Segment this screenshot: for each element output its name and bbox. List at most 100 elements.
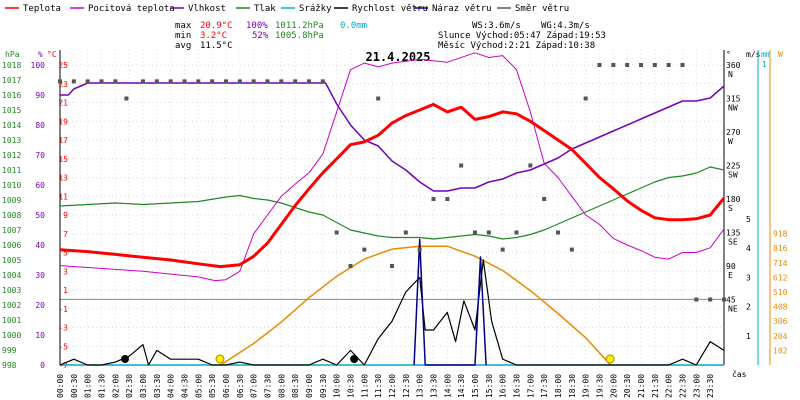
mm-axis-title: mm bbox=[761, 50, 771, 59]
dir-tick-name: W bbox=[728, 137, 733, 146]
hpa-tick-label: 999 bbox=[2, 346, 17, 355]
ms-tick-label: 3 bbox=[746, 273, 751, 282]
dir-tick-deg: 225 bbox=[726, 162, 741, 171]
wind-direction-point bbox=[279, 79, 284, 84]
wind-direction-point bbox=[652, 63, 657, 67]
temp-tick-label: 23 bbox=[58, 80, 68, 89]
sun-marker bbox=[215, 354, 225, 364]
temp-tick-label: -1 bbox=[58, 305, 68, 314]
wind-direction-point bbox=[376, 96, 381, 101]
temp-tick-label: -5 bbox=[58, 342, 68, 351]
dir-tick-name: E bbox=[728, 271, 733, 280]
wind-direction-point bbox=[168, 79, 173, 84]
x-tick-label: 14:30 bbox=[457, 374, 466, 398]
x-tick-label: 02:30 bbox=[125, 374, 134, 398]
legend-label-0: Teplota bbox=[23, 4, 61, 14]
wind-direction-point bbox=[445, 197, 450, 201]
wind-direction-point bbox=[210, 79, 215, 84]
x-tick-label: 15:00 bbox=[471, 374, 480, 398]
temp-tick-label: 7 bbox=[63, 230, 68, 239]
x-tick-label: 11:00 bbox=[360, 374, 369, 398]
hpa-tick-label: 1007 bbox=[2, 226, 21, 235]
hpa-tick-label: 1013 bbox=[2, 136, 21, 145]
wind-direction-point bbox=[196, 79, 201, 84]
pct-tick-label: 20 bbox=[35, 301, 45, 310]
x-tick-label: 21:30 bbox=[651, 374, 660, 398]
pct-tick-label: 70 bbox=[35, 151, 45, 160]
wind-direction-point bbox=[71, 79, 76, 84]
x-tick-label: 08:30 bbox=[291, 374, 300, 398]
max-label: max bbox=[175, 21, 192, 31]
avg-label: avg bbox=[175, 41, 191, 51]
x-tick-label: 05:00 bbox=[194, 374, 203, 398]
wind-direction-point bbox=[334, 230, 339, 235]
min-temp: 3.2°C bbox=[200, 31, 227, 41]
x-tick-label: 08:00 bbox=[277, 374, 286, 398]
hpa-tick-label: 1018 bbox=[2, 61, 21, 70]
wind-gust-stat: WG:4.3m/s bbox=[541, 21, 590, 31]
series-line-vlhkost bbox=[60, 82, 725, 192]
wind-direction-point bbox=[390, 264, 394, 268]
wind-direction-point bbox=[124, 96, 129, 101]
wm-tick-label: 816 bbox=[773, 244, 788, 253]
x-tick-label: 12:30 bbox=[402, 374, 411, 398]
hpa-tick-label: 1010 bbox=[2, 181, 21, 190]
x-tick-label: 20:00 bbox=[609, 374, 618, 398]
min-label: min bbox=[175, 31, 191, 41]
hpa-tick-label: 1003 bbox=[2, 286, 21, 295]
hpa-tick-label: 1017 bbox=[2, 76, 21, 85]
wind-direction-point bbox=[237, 79, 242, 84]
dir-tick-deg: 90 bbox=[726, 262, 736, 271]
pct-tick-label: 90 bbox=[35, 91, 45, 100]
x-tick-label: 18:30 bbox=[568, 374, 577, 398]
temp-tick-label: -3 bbox=[58, 324, 68, 333]
max-humidity: 100% bbox=[246, 21, 268, 31]
x-tick-label: 00:00 bbox=[56, 374, 65, 398]
dir-tick-name: NW bbox=[728, 104, 738, 113]
temp-tick-label: 25 bbox=[58, 61, 68, 70]
x-tick-label: 12:00 bbox=[388, 374, 397, 398]
series-line-tlak bbox=[59, 166, 725, 240]
dir-tick-name: N bbox=[728, 70, 733, 79]
wind-direction-point bbox=[224, 79, 228, 84]
x-tick-label: 23:00 bbox=[692, 374, 701, 398]
x-tick-label: 16:00 bbox=[499, 374, 508, 398]
hpa-tick-label: 1011 bbox=[2, 166, 21, 175]
max-rain: 0.0mm bbox=[340, 21, 367, 31]
wind-direction-point bbox=[459, 163, 464, 168]
x-tick-label: 10:30 bbox=[347, 374, 356, 398]
x-tick-label: 20:30 bbox=[623, 374, 632, 398]
x-tick-label: 22:00 bbox=[665, 374, 674, 398]
plot-area bbox=[60, 50, 724, 365]
wind-direction-point bbox=[85, 79, 90, 84]
series-line-teplota bbox=[59, 102, 726, 269]
wind-direction-point bbox=[362, 247, 367, 252]
x-tick-label: 14:00 bbox=[443, 374, 452, 398]
x-tick-label: 07:00 bbox=[250, 374, 259, 398]
wind-direction-point bbox=[320, 79, 325, 84]
dir-tick-name: NE bbox=[728, 305, 738, 314]
ms-tick-label: 2 bbox=[746, 303, 751, 312]
temp-tick-label: 15 bbox=[58, 155, 68, 164]
wm-tick-label: 714 bbox=[773, 259, 788, 268]
x-tick-label: 13:00 bbox=[416, 374, 425, 398]
hpa-tick-label: 1012 bbox=[2, 151, 21, 160]
wm-tick-label: 306 bbox=[773, 317, 788, 326]
wm-tick-label: 102 bbox=[773, 346, 788, 355]
x-tick-label: 22:30 bbox=[679, 374, 688, 398]
wind-direction-point bbox=[528, 163, 533, 168]
moon-marker bbox=[350, 355, 359, 363]
x-tick-label: 02:00 bbox=[111, 374, 120, 398]
dir-axis-title: ° bbox=[726, 50, 731, 59]
max-temp: 20.9°C bbox=[200, 21, 233, 31]
hpa-tick-label: 1014 bbox=[2, 121, 21, 130]
wind-direction-point bbox=[542, 197, 547, 201]
temp-tick-label: 1 bbox=[63, 286, 68, 295]
dir-tick-name: SE bbox=[728, 238, 738, 247]
wind-direction-point bbox=[293, 79, 298, 84]
ms-axis-title: m/s bbox=[746, 50, 761, 59]
legend: Teplota Pocitová teplota Vlhkost Tlak Srážky… bbox=[5, 4, 569, 14]
legend-label-7: Směr větru bbox=[515, 4, 569, 14]
wind-direction-point bbox=[625, 63, 630, 67]
pct-tick-label: 10 bbox=[35, 331, 45, 340]
